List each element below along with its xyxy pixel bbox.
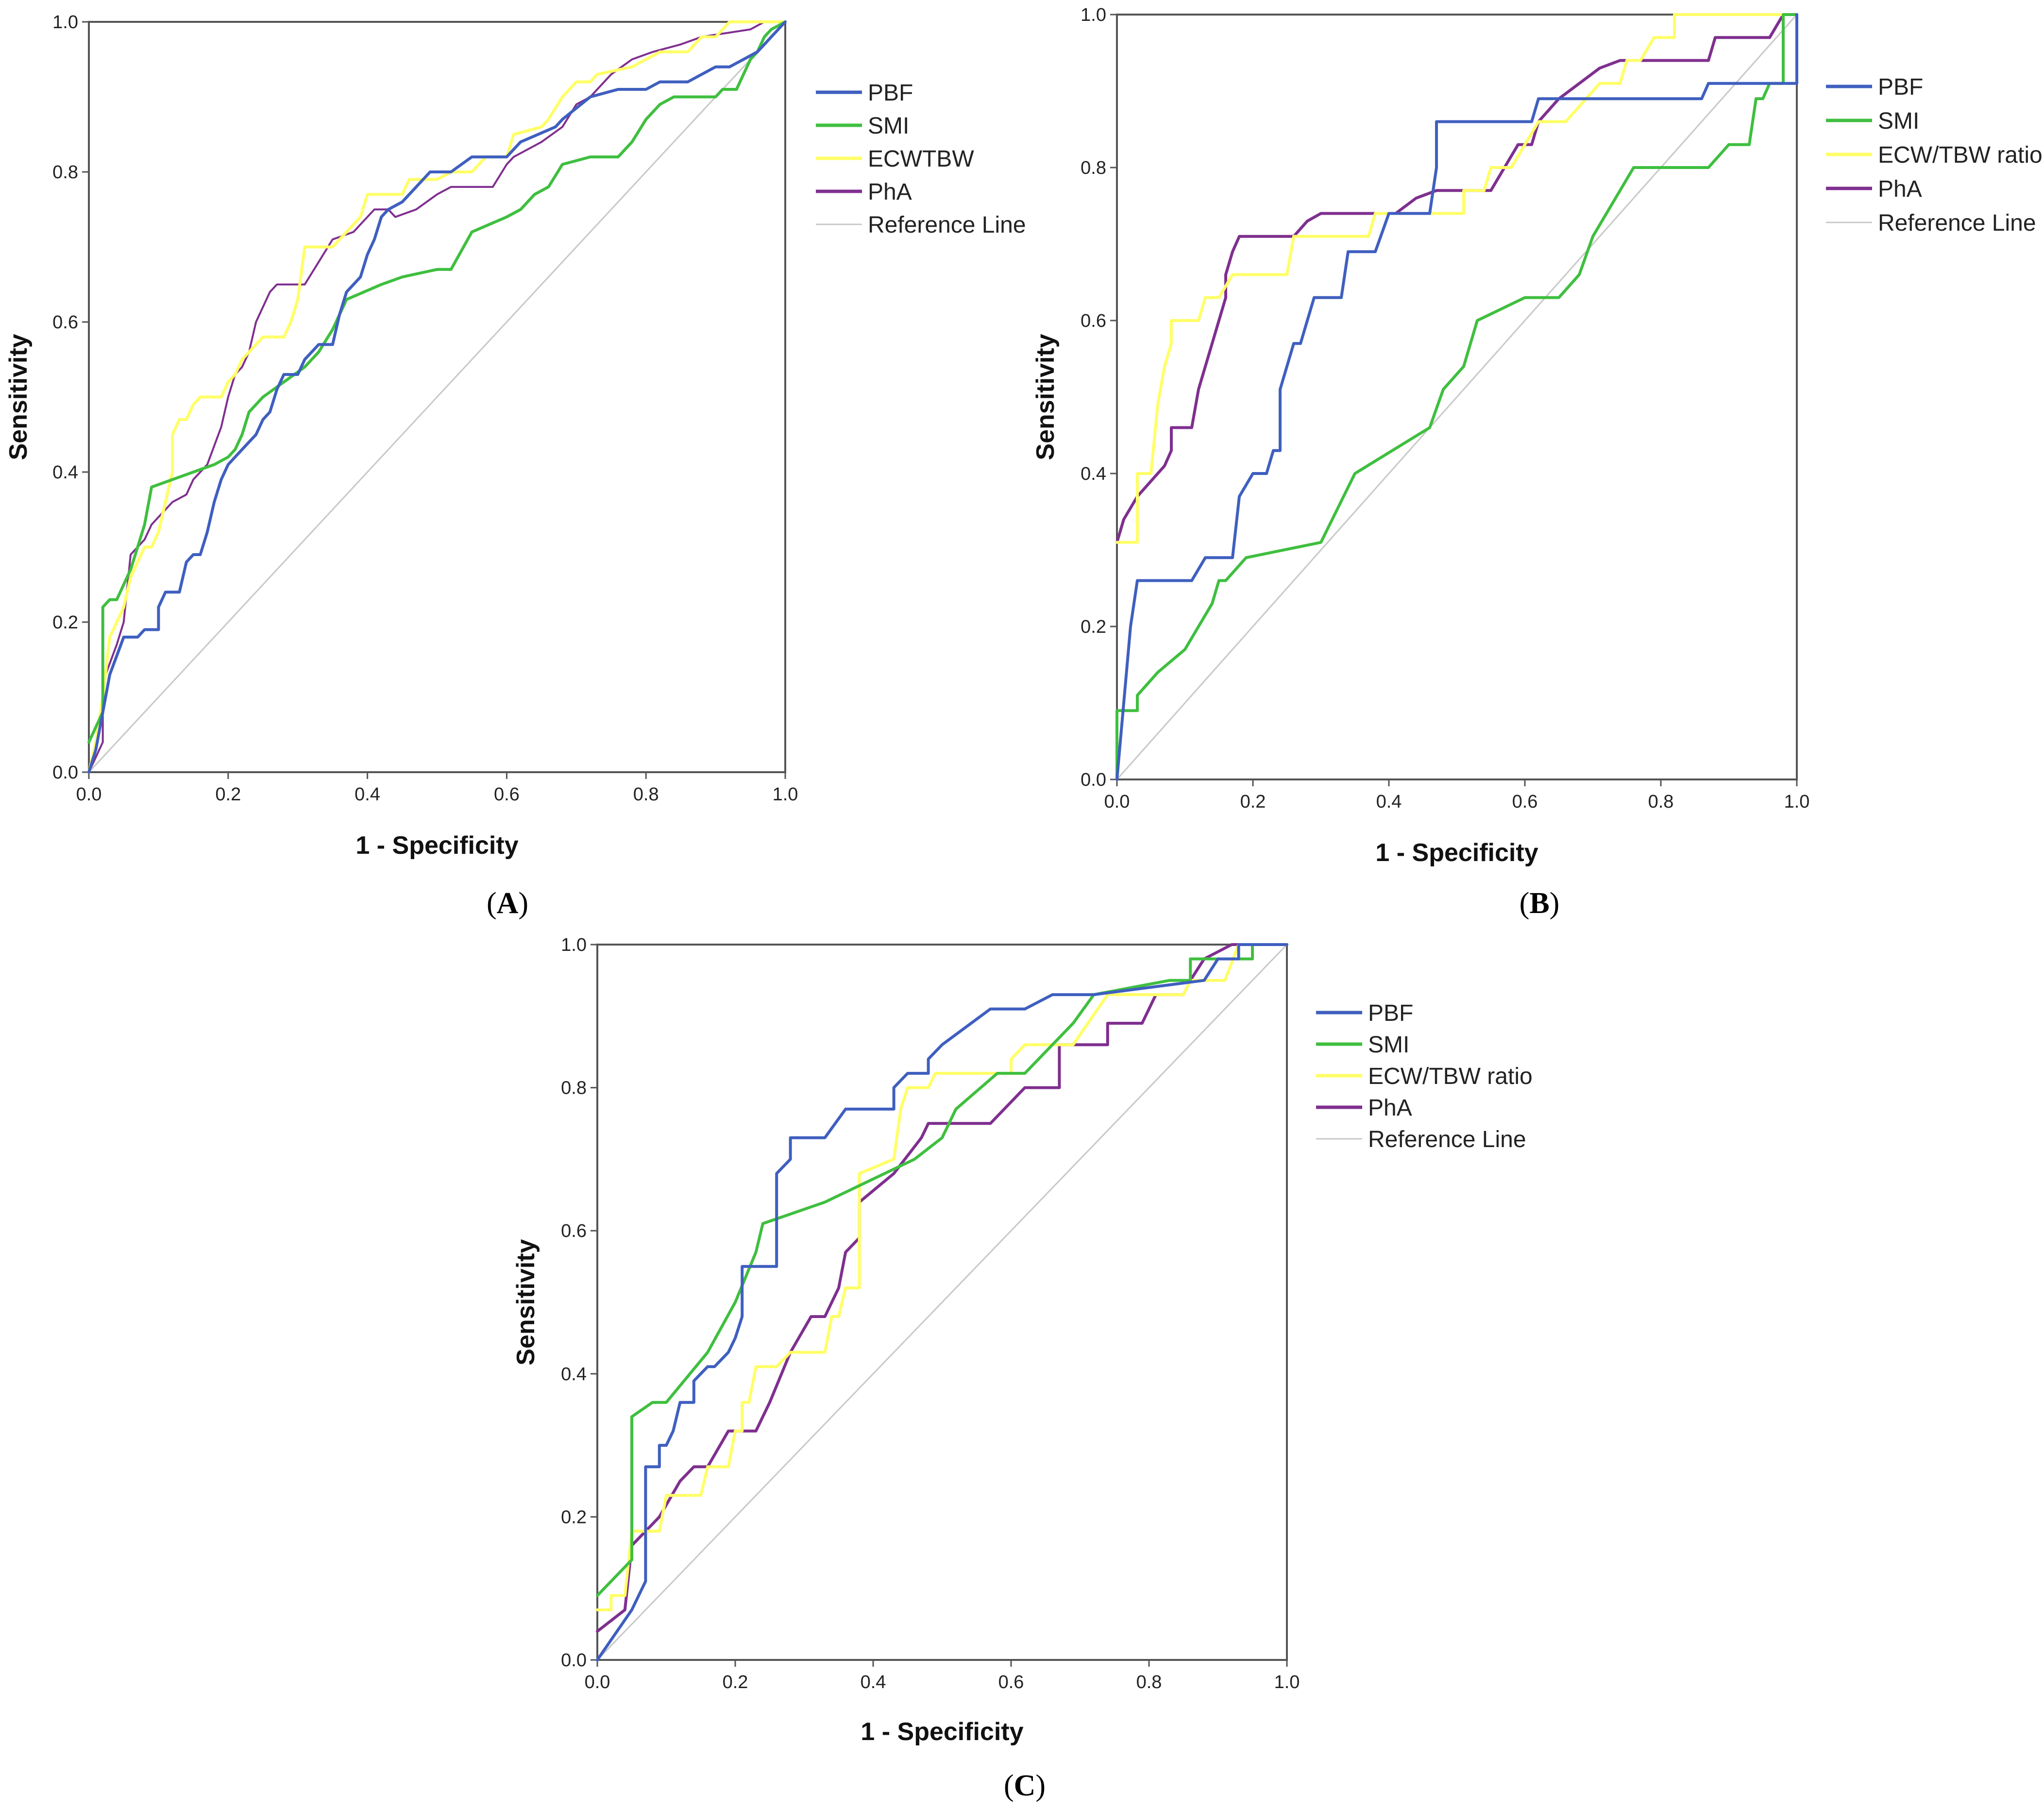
chart-panel-b: 0.0 0.2 0.4 0.6 0.8 1.0 0.0 0.2 0.4 0.6 0.8 1.0 1 - … xyxy=(1031,5,2043,920)
roc-curve-pbf-a xyxy=(87,20,787,774)
x-axis-title: 1 - Specificity xyxy=(1375,839,1538,867)
plot-frame-c xyxy=(596,944,1288,1661)
y-tick-label: 0.4 xyxy=(561,1364,587,1385)
plot-frame-a xyxy=(88,21,786,773)
roc-curve-ecwtbw-a xyxy=(87,20,787,774)
y-tick-label: 0.6 xyxy=(1081,311,1106,331)
x-tick-label: 0.4 xyxy=(1376,792,1402,812)
y-tick-label: 0.4 xyxy=(1081,464,1106,484)
legend-item-label: Reference Line xyxy=(1368,1127,1526,1152)
y-tick-label: 0.8 xyxy=(561,1078,587,1099)
y-tick-label: 0.2 xyxy=(561,1507,587,1527)
y-tick-label: 1.0 xyxy=(1081,5,1106,25)
y-tick-label: 1.0 xyxy=(52,12,78,33)
legend-item-label: SMI xyxy=(1878,108,1919,134)
legend-item-label: ECW/TBW ratio xyxy=(1368,1064,1533,1089)
x-tick-label: 0.0 xyxy=(76,784,102,805)
x-tick-label: 0.2 xyxy=(215,784,241,805)
chart-panel-a: 0.0 0.2 0.4 0.6 0.8 1.0 0.0 0.2 0.4 0.6 0.8 1.0 1 - … xyxy=(4,12,1026,920)
y-axis-title: Sensitivity xyxy=(512,1239,540,1365)
roc-curve-reference-line-c xyxy=(596,944,1288,1661)
roc-curve-pbf-b xyxy=(1115,13,1798,781)
y-tick-label: 0.0 xyxy=(52,762,78,783)
x-tick-label: 0.0 xyxy=(585,1672,610,1692)
y-tick-label: 0.8 xyxy=(1081,158,1106,178)
x-tick-label: 0.8 xyxy=(1136,1672,1162,1692)
roc-curve-smi-c xyxy=(596,943,1288,1597)
x-tick-label: 1.0 xyxy=(773,784,798,805)
roc-curve-ecw-tbw-ratio-b xyxy=(1115,13,1798,544)
x-tick-label: 0.6 xyxy=(494,784,520,805)
legend-item-label: ECW/TBW ratio xyxy=(1878,142,2043,168)
x-tick-label: 0.4 xyxy=(861,1672,886,1692)
legend-item-label: PhA xyxy=(868,179,912,205)
legend-item-label: PhA xyxy=(1368,1095,1412,1121)
plot-frame-b xyxy=(1116,14,1798,780)
roc-curve-pha-b xyxy=(1115,13,1798,544)
y-axis-title: Sensitivity xyxy=(4,334,33,460)
x-tick-label: 1.0 xyxy=(1274,1672,1300,1692)
legend-item-label: PBF xyxy=(1368,1000,1413,1026)
panel-label-c: (C) xyxy=(1004,1769,1046,1802)
panel-label-a: (A) xyxy=(487,887,528,920)
legend-item-label: ECWTBW xyxy=(868,146,974,172)
roc-curve-pha-c xyxy=(596,943,1288,1633)
x-tick-label: 0.2 xyxy=(723,1672,748,1692)
x-tick-label: 0.6 xyxy=(998,1672,1024,1692)
roc-curve-reference-line-a xyxy=(88,21,786,773)
x-axis-title: 1 - Specificity xyxy=(861,1718,1023,1746)
legend-item-label: Reference Line xyxy=(1878,210,2036,236)
legend-item-label: SMI xyxy=(1368,1032,1409,1058)
x-tick-label: 0.2 xyxy=(1240,792,1266,812)
x-tick-label: 0.6 xyxy=(1512,792,1538,812)
chart-panel-c: 0.0 0.2 0.4 0.6 0.8 1.0 0.0 0.2 0.4 0.6 0.8 1.0 1 - … xyxy=(512,935,1533,1802)
y-tick-label: 0.6 xyxy=(561,1221,587,1241)
y-tick-label: 0.0 xyxy=(1081,770,1106,790)
legend-item-label: Reference Line xyxy=(868,212,1026,238)
x-tick-label: 0.0 xyxy=(1104,792,1130,812)
y-tick-label: 0.2 xyxy=(52,612,78,633)
y-tick-label: 0.2 xyxy=(1081,617,1106,637)
roc-curve-smi-a xyxy=(87,20,787,744)
roc-curve-ecw-tbw-ratio-c xyxy=(596,943,1288,1611)
x-tick-label: 0.8 xyxy=(633,784,659,805)
roc-curve-reference-line-b xyxy=(1116,14,1798,780)
y-tick-label: 0.0 xyxy=(561,1650,587,1671)
y-tick-label: 0.4 xyxy=(52,462,78,483)
x-tick-label: 0.8 xyxy=(1648,792,1674,812)
panel-label-b: (B) xyxy=(1520,887,1560,920)
legend-item-label: PhA xyxy=(1878,176,1922,202)
x-axis-title: 1 - Specificity xyxy=(355,831,518,860)
roc-curve-smi-b xyxy=(1115,13,1798,781)
legend-item-label: SMI xyxy=(868,113,909,139)
y-tick-label: 1.0 xyxy=(561,935,587,955)
x-tick-label: 1.0 xyxy=(1784,792,1810,812)
y-axis-title: Sensitivity xyxy=(1031,334,1060,460)
y-tick-label: 0.8 xyxy=(52,162,78,183)
legend-item-label: PBF xyxy=(868,80,913,106)
y-tick-label: 0.6 xyxy=(52,312,78,333)
x-tick-label: 0.4 xyxy=(355,784,380,805)
legend-item-label: PBF xyxy=(1878,74,1923,100)
roc-curve-pbf-c xyxy=(596,943,1288,1661)
